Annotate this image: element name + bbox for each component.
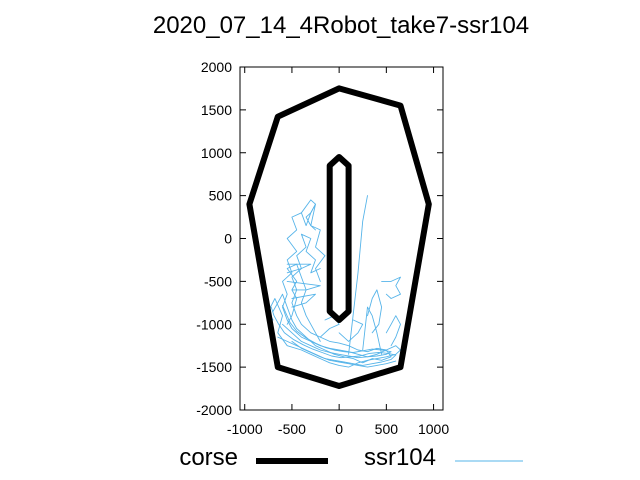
series-layer	[246, 85, 432, 389]
ssr104-path	[286, 263, 321, 342]
plot-area	[239, 66, 444, 411]
legend-label-corse: corse	[179, 444, 238, 471]
y-tick-label: -500	[204, 273, 232, 289]
ssr104-path	[291, 293, 316, 308]
ssr104-path	[319, 315, 340, 338]
axis-ticks: -2000 -1500 -1000 -500 0 500 1000 1500 2000 -1000…	[196, 59, 449, 437]
ssr104-path	[381, 276, 401, 299]
chart-title: 2020_07_14_4Robot_take7-ssr104	[153, 12, 529, 39]
ssr104-path	[286, 280, 321, 291]
series-corse	[246, 85, 432, 389]
ssr104-path	[338, 319, 364, 342]
plot-frame	[239, 66, 444, 411]
ssr104-path	[291, 340, 397, 368]
corse-path	[326, 154, 352, 323]
y-tick-label: 0	[224, 231, 232, 247]
x-tick-label: -500	[278, 421, 306, 437]
ssr104-path	[286, 263, 312, 274]
y-tick-label: 1000	[201, 145, 232, 161]
series-ssr104	[267, 195, 401, 368]
ssr104-path	[362, 306, 383, 355]
corse-path	[246, 85, 432, 389]
legend: corse ssr104	[179, 444, 523, 471]
y-tick-label: -1500	[196, 359, 232, 375]
y-tick-label: 1500	[201, 102, 232, 118]
y-tick-label: -1000	[196, 316, 232, 332]
x-tick-label: 1000	[418, 421, 449, 437]
x-tick-label: 0	[335, 421, 343, 437]
ssr104-path	[300, 199, 316, 231]
ssr104-path	[267, 203, 401, 368]
legend-label-ssr104: ssr104	[364, 444, 436, 471]
y-tick-label: 2000	[201, 59, 232, 75]
ssr104-path	[348, 195, 368, 355]
ssr104-path	[282, 304, 392, 359]
y-tick-label: 500	[209, 188, 233, 204]
y-tick-label: -2000	[196, 402, 232, 418]
ssr104-path	[385, 315, 401, 347]
x-tick-label: 500	[375, 421, 399, 437]
x-tick-label: -1000	[227, 421, 263, 437]
ssr104-path	[367, 289, 383, 334]
